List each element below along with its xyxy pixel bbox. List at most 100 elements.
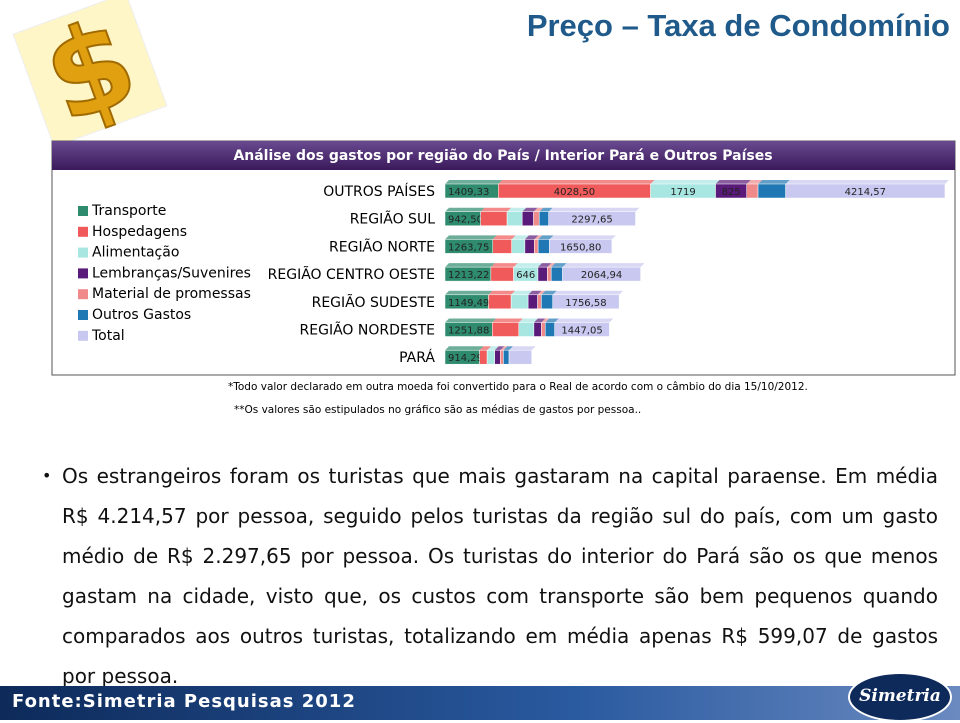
bar-top [534,235,543,240]
bar-top [758,180,790,184]
bar-top [503,346,514,351]
bar-top [500,346,508,351]
legend-swatch [78,226,88,237]
bar-top [507,207,527,212]
bar-segment [511,239,526,254]
legend-label: Lembranças/Suvenires [92,265,251,281]
bar-segment [549,239,613,254]
bar-top [539,207,553,212]
legend-label: Alimentação [92,245,179,261]
data-label: 4028,50 [554,187,595,198]
bar-top [554,318,614,323]
bar-segment [537,294,542,310]
bar-top [562,263,645,268]
bar-top [545,318,559,323]
dollar-icon: $ [12,0,168,152]
bar-top [445,235,497,240]
data-label: 2064,94 [581,270,622,281]
bar-segment [533,211,540,226]
category-label: REGIÃO NORDESTE [300,322,435,339]
data-label: 1719 [670,187,695,198]
bar-top [445,346,484,351]
bar-segment [562,266,641,282]
legend-label: Transporte [91,203,166,219]
bar-segment [537,266,548,282]
bar-segment [524,239,535,254]
bar-segment [506,211,523,226]
bar-top [445,263,495,268]
slide-title: Preço – Taxa de Condomínio [526,8,950,43]
bar-top [509,346,536,351]
bar-segment [547,266,552,282]
bar-top [537,290,546,295]
bar-top [541,290,557,295]
legend-swatch [78,330,88,341]
data-label: 646 [516,270,535,281]
bar-top [494,346,505,351]
footer: Fonte:Simetria Pesquisas 2012 Simetria [0,672,960,722]
bar-segment [479,349,488,365]
data-label: 2297,65 [571,215,612,226]
bar-top [547,263,556,268]
data-label: 1149,49 [448,298,489,309]
bar-top [498,180,655,184]
bar-segment [533,322,542,337]
legend-label: Outros Gastos [92,307,191,323]
footnote: *Todo valor declarado em outra moeda foi… [228,381,808,393]
legend-swatch [78,247,88,258]
bar-top [487,346,499,351]
bar-top [528,290,542,295]
bar-top [746,180,763,184]
bar-top [549,235,616,240]
legend-label: Hospedagens [92,224,187,240]
data-label: 4214,57 [845,187,886,198]
bar-top [492,318,523,323]
bar-top [548,207,640,212]
data-label: 914,29 [448,353,483,364]
bar-top [480,207,512,212]
bar-top [522,207,538,212]
bar-segment [554,322,610,337]
bar-top [479,346,492,351]
legend-label: Total [91,328,125,344]
bar-segment [746,183,759,199]
bar-segment [500,349,504,365]
legend-swatch [78,310,88,320]
bar-top [445,180,503,184]
bar-top [445,290,493,295]
chart-header [52,141,955,170]
bar-top [513,263,542,268]
bar-segment [527,294,538,310]
chart-title: Análise dos gastos por região do País / … [233,148,772,164]
bar-segment [785,183,946,199]
bar-segment [518,322,535,337]
bar-top [541,318,550,323]
bar-top [492,235,516,240]
bar-top [650,180,720,184]
bar-segment [492,239,512,254]
bar-top [785,180,949,184]
bar-segment [552,294,620,310]
category-label: REGIÃO CENTRO OESTE [268,266,435,283]
bar-segment [480,211,508,226]
data-label: 825 [722,187,741,198]
bar-top [488,290,516,295]
bar-segment [534,239,539,254]
bar-segment [503,349,510,365]
bar-segment [486,349,495,365]
chart: $ Análise dos gastos por região do País … [12,0,956,416]
bar-segment [550,266,563,282]
data-label: 1756,58 [565,298,606,309]
bar-segment [508,349,532,365]
bar-segment [537,239,550,254]
bar-segment [490,266,514,282]
bar-top [445,318,497,323]
category-label: REGIÃO SUDESTE [312,294,435,311]
bar-top [551,263,567,268]
bar-top [552,290,624,295]
bar-top [511,290,533,295]
bar-top [490,263,518,268]
category-label: REGIÃO SUL [350,211,435,228]
bar-segment [510,294,529,310]
